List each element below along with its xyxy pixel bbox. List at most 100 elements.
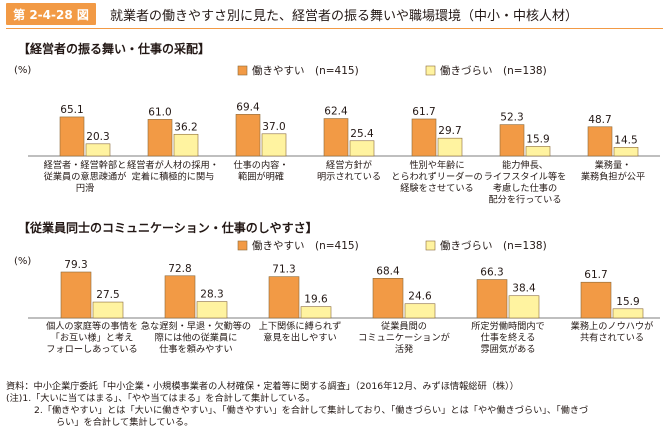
category-label-5-line3: 配分を行っている [488,194,561,206]
category-label-2-line1: 意見を出しやすい [263,332,336,344]
data-label-series0-cat2: 71.3 [272,264,295,276]
bar-series0-cat1 [147,119,173,157]
source-note: 資料：中小企業庁委託「中小企業・小規模事業者の人材確保・定着等に関する調査」（2… [6,381,519,392]
bar-series0-cat4 [476,279,508,319]
bar-series0-cat5 [580,281,612,319]
y-axis-unit-label: (%) [14,65,31,76]
notes: 資料：中小企業庁委託「中小企業・小規模事業者の人材確保・定着等に関する調査」（2… [6,381,666,429]
data-label-series1-cat3: 24.6 [408,291,432,303]
category-label-3-line0: 従業員間の [381,320,427,332]
legend-swatch-0 [237,240,248,251]
category-label-1-line1: 際には他の従業員に [155,332,238,344]
category-label-0-line1: 「お互い様」と考え [51,332,134,344]
bar-series1-cat3 [349,140,375,157]
figure-number-badge: 第 2-4-28 図 [6,3,96,25]
note-2-continued: らい」を合計して集計している。 [56,417,194,428]
bar-series0-cat3 [372,278,404,319]
category-label-3-line0: 経営方針が [326,159,372,171]
category-label-3-line1: 明示されている [317,172,381,183]
data-label-series1-cat0: 20.3 [86,131,109,143]
bar-series0-cat4 [411,118,437,157]
category-label-4-line2: 雰囲気がある [480,343,535,355]
bar-series1-cat5 [612,308,644,319]
data-label-series1-cat2: 37.0 [262,121,285,133]
data-label-series0-cat5: 61.7 [584,269,607,281]
title-rule [6,28,663,29]
data-label-series0-cat4: 61.7 [412,106,435,118]
category-label-4-line1: とらわれずリーダーの [391,171,482,183]
category-label-5-line2: 考慮した仕事の [493,182,557,194]
category-label-6-line1: 業務負担が公平 [581,171,645,183]
legend-swatch-0 [237,65,248,76]
bar-series1-cat3 [404,303,436,319]
bar-series1-cat6 [613,147,639,157]
category-label-1-line2: 仕事を頼みやすい [159,343,233,355]
data-label-series1-cat3: 25.4 [350,128,374,140]
category-label-4-line0: 所定労働時間内で [471,320,545,332]
legend-label-1: 働きづらい (n=138) [440,64,547,77]
bar-series1-cat4 [437,137,463,157]
category-label-1-line1: 定着に積極的に関与 [132,171,215,183]
data-label-series0-cat6: 48.7 [588,114,611,126]
data-label-series0-cat0: 65.1 [60,104,83,116]
bar-series1-cat1 [196,301,228,319]
data-label-series0-cat2: 69.4 [236,101,260,113]
category-label-5-line1: ライフスタイル等を [484,171,567,183]
bar-series0-cat3 [323,118,349,157]
bar-series1-cat2 [261,133,287,157]
bar-series0-cat6 [587,126,613,157]
bar-series0-cat5 [499,124,525,157]
category-label-0-line1: 従業員の意思疎通が [44,171,127,183]
category-label-0-line2: フォローしあっている [46,344,137,355]
data-label-series1-cat5: 15.9 [526,133,549,145]
category-label-0-line0: 経営者・経営幹部と [44,159,127,171]
category-label-5-line0: 業務上のノウハウが [571,320,654,332]
legend-swatch-1 [425,240,436,251]
section-title-management: 【経営者の振る舞い・仕事の采配】 [18,42,211,56]
legend-label-0: 働きやすい (n=415) [252,239,359,252]
bar-series1-cat0 [92,301,124,319]
figure-title: 就業者の働きやすさ別に見た、経営者の振る舞いや職場環境（中小・中核人材） [110,9,579,24]
category-label-4-line2: 経験をさせている [400,182,474,194]
category-label-0-line0: 個人の家庭等の事情を [46,320,138,332]
bar-series1-cat5 [525,146,551,157]
bar-series1-cat0 [85,143,111,157]
data-label-series1-cat5: 15.9 [616,296,639,308]
bar-series0-cat2 [235,114,261,157]
data-label-series0-cat5: 52.3 [500,112,523,124]
bar-series0-cat1 [164,275,196,319]
category-label-5-line0: 能力伸長、 [502,159,548,171]
section-title-communication: 【従業員同士のコミュニケーション・仕事のしやすさ】 [18,221,318,235]
category-label-2-line0: 仕事の内容・ [233,159,288,171]
y-axis-unit-label: (%) [14,256,31,267]
category-label-1-line0: 経営者が人材の採用・ [127,159,219,171]
data-label-series0-cat4: 66.3 [480,267,503,279]
data-label-series1-cat0: 27.5 [96,289,119,301]
bar-series1-cat2 [300,306,332,319]
category-label-4-line1: 仕事を終える [481,332,536,344]
management-chart: (%) 働きやすい (n=415) 働きづらい (n=138) 65.1 20.3 経営者… [14,64,660,206]
data-label-series1-cat2: 19.6 [304,294,328,306]
note-1: (注)1.「大いに当てはまる」、「やや当てはまる」を合計して集計している。 [6,393,316,404]
category-label-3-line2: 活発 [395,343,413,355]
legend-label-0: 働きやすい (n=415) [252,64,359,77]
category-label-6-line0: 業務量・ [595,159,632,171]
category-label-1-line0: 急な遅刻・早退・欠勤等の [141,320,251,332]
data-label-series0-cat1: 61.0 [148,106,171,118]
data-label-series0-cat3: 62.4 [324,106,348,118]
legend-swatch-1 [425,65,436,76]
data-label-series0-cat3: 68.4 [376,265,400,277]
category-label-0-line2: 円滑 [76,183,94,194]
category-label-4-line0: 性別や年齢に [409,159,464,171]
data-label-series0-cat0: 79.3 [64,259,87,271]
bar-series0-cat0 [59,116,85,157]
bar-series1-cat1 [173,133,199,157]
bar-series1-cat4 [508,295,540,319]
category-label-2-line0: 上下関係に縛られず [259,320,342,332]
legend-label-1: 働きづらい (n=138) [440,239,547,252]
category-label-5-line1: 共有されている [580,332,644,344]
data-label-series1-cat1: 28.3 [200,289,223,301]
data-label-series1-cat1: 36.2 [174,121,197,133]
bar-series0-cat2 [268,276,300,319]
communication-chart: (%) 働きやすい (n=415) 働きづらい (n=138) 79.3 27.5 個人の… [14,239,660,355]
